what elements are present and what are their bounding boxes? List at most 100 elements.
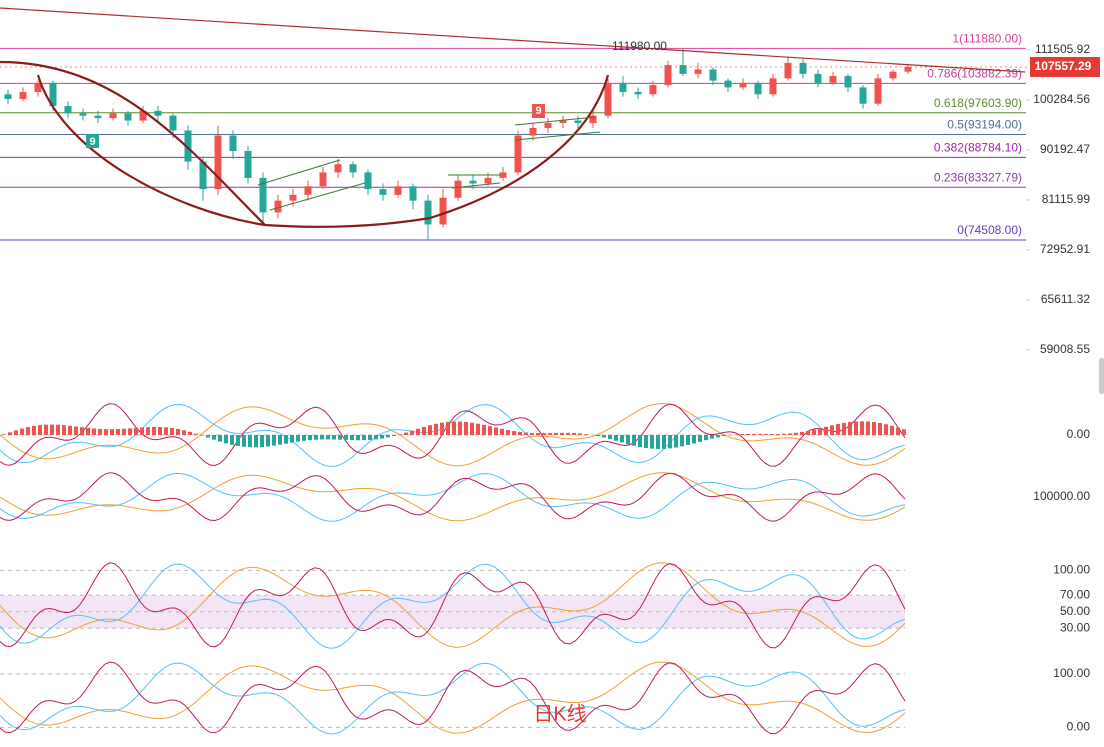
- fib-label: 1(111880.00): [952, 32, 1022, 46]
- macd-bar: [716, 435, 720, 438]
- macd-bar: [758, 433, 762, 435]
- macd-bar: [386, 435, 390, 438]
- macd-bar: [428, 425, 432, 435]
- indicator-line: [0, 472, 906, 522]
- arc-left: [36, 74, 266, 227]
- candle-body: [394, 186, 402, 195]
- macd-bar: [536, 433, 540, 435]
- macd-bar: [524, 432, 528, 435]
- macd-bar: [332, 435, 336, 440]
- indicator-line: [0, 661, 906, 734]
- macd-bar: [326, 435, 330, 440]
- macd-bar: [632, 435, 636, 446]
- macd-bar: [32, 425, 36, 435]
- indicator-line: [0, 403, 906, 467]
- cup-arc: [0, 60, 610, 228]
- trend-line: [0, 7, 1026, 73]
- macd-bar: [152, 426, 156, 435]
- macd-bar: [284, 435, 288, 444]
- macd-bar: [722, 435, 726, 437]
- macd-bar: [692, 435, 696, 444]
- candle-body: [559, 120, 567, 124]
- y-tick-label: 30.00: [1060, 620, 1090, 634]
- indicator-line: [0, 661, 906, 735]
- macd-bar: [548, 433, 552, 435]
- macd-bar: [356, 435, 360, 441]
- macd-bar: [296, 435, 300, 442]
- macd-bar: [134, 427, 138, 435]
- macd-bar: [398, 434, 402, 435]
- main-pane: 111505.92 100284.56 90192.47 81115.99 72952.…: [0, 32, 1100, 356]
- candle-body: [574, 120, 582, 124]
- macd-bar: [602, 435, 606, 438]
- macd-bar: [86, 427, 90, 435]
- candle-body: [544, 123, 552, 128]
- signal-label: 9: [89, 136, 95, 148]
- macd-bar: [140, 427, 144, 435]
- indicator-line: [0, 472, 906, 522]
- candle-body: [454, 180, 462, 198]
- macd-bar: [584, 434, 588, 435]
- candle-body: [514, 135, 522, 173]
- candle-body: [154, 110, 162, 116]
- macd-bar: [50, 424, 54, 435]
- macd-bar: [608, 435, 612, 440]
- last-price-tag: [1030, 56, 1100, 77]
- candle-body: [589, 115, 597, 124]
- macd-bar: [578, 433, 582, 435]
- macd-bar: [98, 428, 102, 435]
- y-tick-label: 111505.92: [1035, 42, 1090, 56]
- candle-body: [784, 62, 792, 79]
- macd-bar: [866, 421, 870, 435]
- candle-body: [4, 94, 12, 99]
- indicator-pane: 100.00 70.00 50.00 30.00: [0, 562, 1090, 649]
- candle-body: [754, 82, 762, 95]
- macd-bar: [674, 435, 678, 448]
- candle-body: [739, 82, 747, 88]
- macd-bar: [452, 421, 456, 435]
- y-tick-label: 50.00: [1060, 604, 1090, 618]
- channel: [269, 182, 366, 211]
- channel: [514, 131, 601, 141]
- channel: [514, 116, 596, 126]
- candle-body: [814, 73, 822, 83]
- y-tick-label: 100000.00: [1033, 489, 1090, 503]
- candle-body: [619, 82, 627, 92]
- candle-body: [439, 197, 447, 225]
- candle-body: [664, 65, 672, 86]
- indicator-pane: 0.00: [0, 403, 1090, 467]
- macd-bar: [848, 422, 852, 435]
- scrollbar[interactable]: [1099, 358, 1104, 394]
- macd-bar: [242, 435, 246, 447]
- macd-bar: [188, 431, 192, 435]
- candle-body: [859, 87, 867, 104]
- macd-bar: [74, 426, 78, 435]
- indicator-line: [0, 662, 906, 735]
- macd-bar: [842, 422, 846, 435]
- candle-body: [274, 200, 282, 213]
- indicator-pane: 100000.00: [0, 472, 1090, 522]
- candle-body: [289, 194, 297, 201]
- macd-bar: [62, 425, 66, 435]
- macd-bar: [860, 421, 864, 435]
- drawings: [0, 7, 1026, 228]
- macd-bar: [374, 435, 378, 440]
- macd-bar: [116, 429, 120, 435]
- candle-body: [694, 69, 702, 74]
- macd-bar: [818, 428, 822, 435]
- macd-bar: [554, 432, 558, 435]
- macd-bar: [206, 435, 210, 438]
- macd-bar: [836, 424, 840, 435]
- candle-body: [19, 91, 27, 99]
- macd-bar: [104, 429, 108, 435]
- macd-bar: [236, 435, 240, 446]
- macd-bar: [896, 427, 900, 435]
- macd-bar: [218, 435, 222, 442]
- macd-bar: [80, 427, 84, 435]
- y-tick-label: 72952.91: [1040, 242, 1090, 256]
- macd-bar: [626, 435, 630, 445]
- candle-body: [169, 115, 177, 131]
- macd-bar: [746, 433, 750, 435]
- candle-body: [184, 130, 192, 162]
- macd-bar: [782, 433, 786, 435]
